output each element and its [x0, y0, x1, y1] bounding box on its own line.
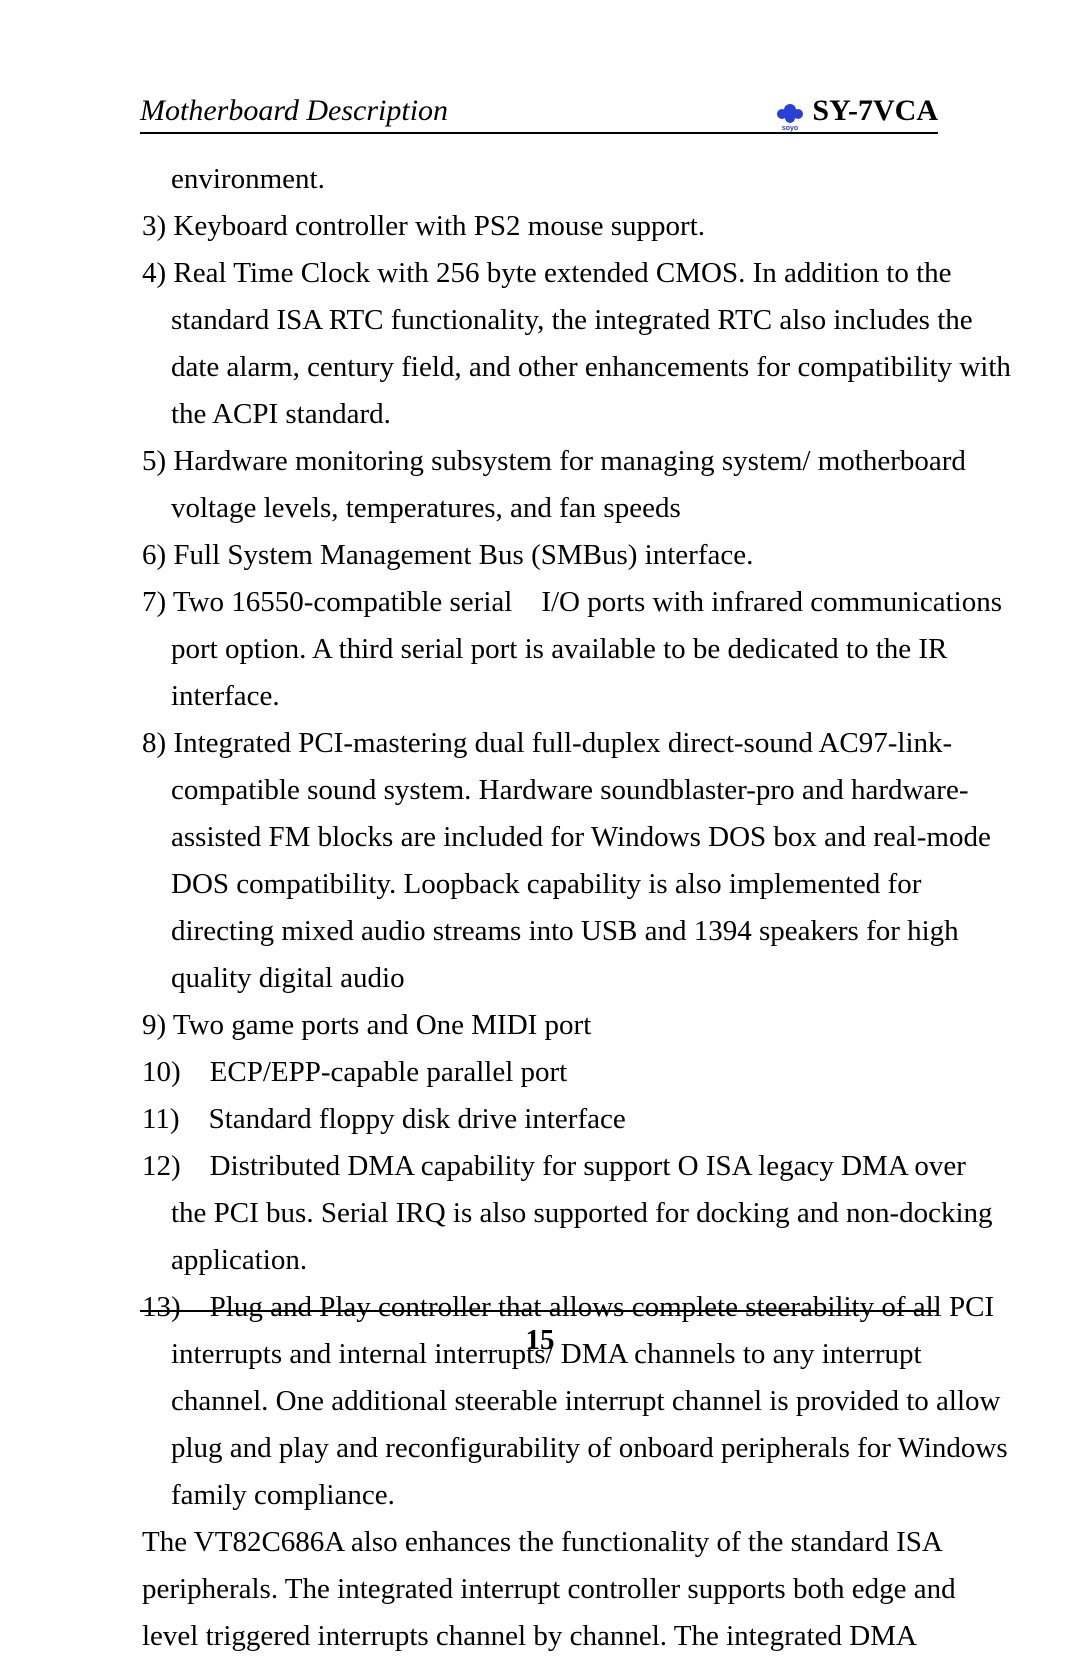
body-line: 11) Standard floppy disk drive interface — [142, 1096, 938, 1143]
body-line: port option. A third serial port is avai… — [142, 626, 938, 673]
soyo-logo-icon: soyo — [772, 96, 808, 132]
header-model: soyo SY-7VCA — [772, 92, 938, 128]
body-line: level triggered interrupts channel by ch… — [142, 1613, 938, 1660]
body-line: family compliance. — [142, 1472, 938, 1519]
body-line: date alarm, century field, and other enh… — [142, 344, 938, 391]
page-number: 15 — [0, 1324, 1080, 1357]
body-line: 9) Two game ports and One MIDI port — [142, 1002, 938, 1049]
body-line: standard ISA RTC functionality, the inte… — [142, 297, 938, 344]
body-line: 10) ECP/EPP-capable parallel port — [142, 1049, 938, 1096]
body-line: directing mixed audio streams into USB a… — [142, 908, 938, 955]
body-line: interface. — [142, 673, 938, 720]
header-title: Motherboard Description — [140, 94, 448, 128]
body-line: 3) Keyboard controller with PS2 mouse su… — [142, 203, 938, 250]
body-text: environment.3) Keyboard controller with … — [142, 156, 938, 1660]
body-line: 4) Real Time Clock with 256 byte extende… — [142, 250, 938, 297]
body-line: plug and play and reconfigurability of o… — [142, 1425, 938, 1472]
page-header: Motherboard Description soyo SY-7VCA — [140, 92, 938, 134]
body-line: the PCI bus. Serial IRQ is also supporte… — [142, 1190, 938, 1237]
body-line: The VT82C686A also enhances the function… — [142, 1519, 938, 1566]
body-line: environment. — [142, 156, 938, 203]
page: Motherboard Description soyo SY-7VCA env… — [0, 0, 1080, 1618]
model-number: SY-7VCA — [812, 94, 938, 128]
body-line: the ACPI standard. — [142, 391, 938, 438]
body-line: 8) Integrated PCI-mastering dual full-du… — [142, 720, 938, 767]
body-line: 6) Full System Management Bus (SMBus) in… — [142, 532, 938, 579]
body-line: quality digital audio — [142, 955, 938, 1002]
body-line: peripherals. The integrated interrupt co… — [142, 1566, 938, 1613]
body-line: 5) Hardware monitoring subsystem for man… — [142, 438, 938, 485]
body-line: DOS compatibility. Loopback capability i… — [142, 861, 938, 908]
body-line: application. — [142, 1237, 938, 1284]
logo-text: soyo — [782, 125, 798, 132]
body-line: 12) Distributed DMA capability for suppo… — [142, 1143, 938, 1190]
body-line: assisted FM blocks are included for Wind… — [142, 814, 938, 861]
body-line: compatible sound system. Hardware soundb… — [142, 767, 938, 814]
body-line: voltage levels, temperatures, and fan sp… — [142, 485, 938, 532]
footer-rule — [140, 1310, 938, 1312]
body-line: channel. One additional steerable interr… — [142, 1378, 938, 1425]
body-line: 7) Two 16550-compatible serial I/O ports… — [142, 579, 938, 626]
